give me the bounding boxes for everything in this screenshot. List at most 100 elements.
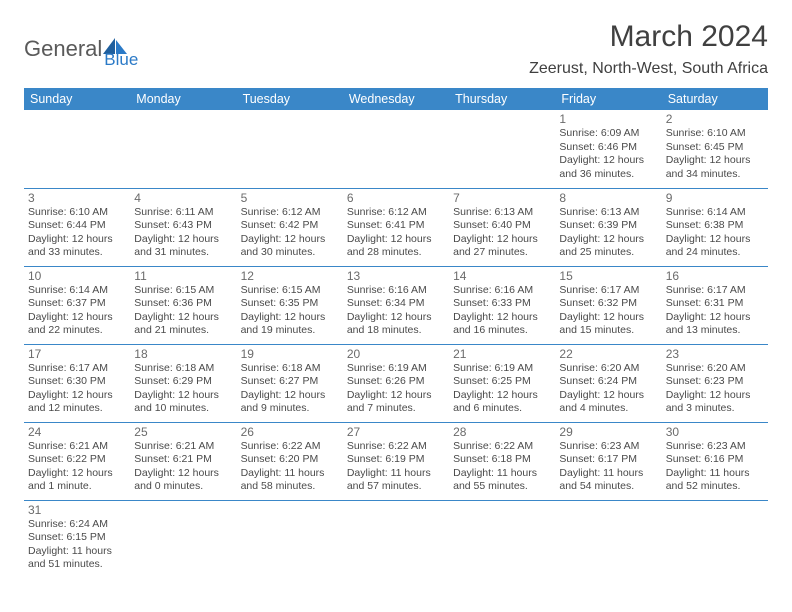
day-info-line: Daylight: 11 hours bbox=[453, 467, 551, 481]
day-number: 29 bbox=[559, 425, 657, 439]
day-info-line: Sunrise: 6:10 AM bbox=[28, 206, 126, 220]
day-info-line: Daylight: 12 hours bbox=[241, 389, 339, 403]
day-info-line: and 7 minutes. bbox=[347, 402, 445, 416]
day-cell: 6Sunrise: 6:12 AMSunset: 6:41 PMDaylight… bbox=[343, 188, 449, 266]
day-cell: 25Sunrise: 6:21 AMSunset: 6:21 PMDayligh… bbox=[130, 422, 236, 500]
day-info-line: Sunset: 6:25 PM bbox=[453, 375, 551, 389]
empty-cell bbox=[662, 500, 768, 578]
day-info-line: Daylight: 12 hours bbox=[559, 233, 657, 247]
day-info-line: Daylight: 12 hours bbox=[134, 233, 232, 247]
day-cell: 30Sunrise: 6:23 AMSunset: 6:16 PMDayligh… bbox=[662, 422, 768, 500]
day-info-line: Sunset: 6:32 PM bbox=[559, 297, 657, 311]
day-info-line: Sunrise: 6:20 AM bbox=[666, 362, 764, 376]
empty-cell bbox=[555, 500, 661, 578]
day-number: 30 bbox=[666, 425, 764, 439]
day-info-line: Daylight: 12 hours bbox=[134, 389, 232, 403]
day-cell: 4Sunrise: 6:11 AMSunset: 6:43 PMDaylight… bbox=[130, 188, 236, 266]
day-info-line: Sunrise: 6:22 AM bbox=[453, 440, 551, 454]
day-number: 1 bbox=[559, 112, 657, 126]
day-cell: 11Sunrise: 6:15 AMSunset: 6:36 PMDayligh… bbox=[130, 266, 236, 344]
day-number: 5 bbox=[241, 191, 339, 205]
day-info-line: Sunset: 6:36 PM bbox=[134, 297, 232, 311]
day-number: 3 bbox=[28, 191, 126, 205]
day-cell: 16Sunrise: 6:17 AMSunset: 6:31 PMDayligh… bbox=[662, 266, 768, 344]
empty-cell bbox=[449, 110, 555, 188]
day-cell: 26Sunrise: 6:22 AMSunset: 6:20 PMDayligh… bbox=[237, 422, 343, 500]
day-info-line: and 31 minutes. bbox=[134, 246, 232, 260]
day-info-line: Sunset: 6:30 PM bbox=[28, 375, 126, 389]
day-info-line: Daylight: 12 hours bbox=[347, 389, 445, 403]
calendar-row: 17Sunrise: 6:17 AMSunset: 6:30 PMDayligh… bbox=[24, 344, 768, 422]
day-info-line: Sunset: 6:38 PM bbox=[666, 219, 764, 233]
day-info-line: Daylight: 12 hours bbox=[28, 467, 126, 481]
day-cell: 29Sunrise: 6:23 AMSunset: 6:17 PMDayligh… bbox=[555, 422, 661, 500]
day-info-line: Sunset: 6:20 PM bbox=[241, 453, 339, 467]
day-info-line: Daylight: 12 hours bbox=[666, 389, 764, 403]
day-header: Thursday bbox=[449, 88, 555, 110]
day-info-line: and 28 minutes. bbox=[347, 246, 445, 260]
day-number: 28 bbox=[453, 425, 551, 439]
day-info-line: Daylight: 12 hours bbox=[134, 311, 232, 325]
day-info-line: Daylight: 12 hours bbox=[559, 311, 657, 325]
day-info-line: and 10 minutes. bbox=[134, 402, 232, 416]
day-info-line: Sunset: 6:26 PM bbox=[347, 375, 445, 389]
day-number: 7 bbox=[453, 191, 551, 205]
day-info-line: Sunrise: 6:22 AM bbox=[241, 440, 339, 454]
day-info-line: Sunset: 6:15 PM bbox=[28, 531, 126, 545]
day-info-line: Sunrise: 6:13 AM bbox=[559, 206, 657, 220]
day-info-line: Daylight: 11 hours bbox=[559, 467, 657, 481]
day-info-line: Sunrise: 6:14 AM bbox=[28, 284, 126, 298]
day-header: Monday bbox=[130, 88, 236, 110]
day-info-line: Sunset: 6:39 PM bbox=[559, 219, 657, 233]
day-cell: 10Sunrise: 6:14 AMSunset: 6:37 PMDayligh… bbox=[24, 266, 130, 344]
empty-cell bbox=[343, 500, 449, 578]
empty-cell bbox=[24, 110, 130, 188]
day-info-line: Sunrise: 6:15 AM bbox=[134, 284, 232, 298]
day-info-line: and 34 minutes. bbox=[666, 168, 764, 182]
day-info-line: Sunrise: 6:24 AM bbox=[28, 518, 126, 532]
day-info-line: Sunset: 6:43 PM bbox=[134, 219, 232, 233]
day-header: Sunday bbox=[24, 88, 130, 110]
day-info-line: Daylight: 12 hours bbox=[28, 389, 126, 403]
day-info-line: and 58 minutes. bbox=[241, 480, 339, 494]
day-info-line: and 16 minutes. bbox=[453, 324, 551, 338]
location: Zeerust, North-West, South Africa bbox=[529, 60, 768, 78]
day-info-line: Daylight: 12 hours bbox=[453, 311, 551, 325]
header: General Blue March 2024 Zeerust, North-W… bbox=[24, 20, 768, 78]
day-info-line: Sunset: 6:17 PM bbox=[559, 453, 657, 467]
day-info-line: Daylight: 12 hours bbox=[347, 311, 445, 325]
empty-cell bbox=[130, 500, 236, 578]
empty-cell bbox=[237, 110, 343, 188]
day-number: 20 bbox=[347, 347, 445, 361]
day-info-line: and 24 minutes. bbox=[666, 246, 764, 260]
day-info-line: and 36 minutes. bbox=[559, 168, 657, 182]
day-header: Friday bbox=[555, 88, 661, 110]
day-info-line: and 13 minutes. bbox=[666, 324, 764, 338]
day-number: 2 bbox=[666, 112, 764, 126]
day-cell: 3Sunrise: 6:10 AMSunset: 6:44 PMDaylight… bbox=[24, 188, 130, 266]
day-info-line: and 30 minutes. bbox=[241, 246, 339, 260]
day-number: 25 bbox=[134, 425, 232, 439]
day-info-line: Sunrise: 6:19 AM bbox=[347, 362, 445, 376]
empty-cell bbox=[449, 500, 555, 578]
calendar-body: 1Sunrise: 6:09 AMSunset: 6:46 PMDaylight… bbox=[24, 110, 768, 578]
day-info-line: Daylight: 12 hours bbox=[134, 467, 232, 481]
day-info-line: Sunset: 6:44 PM bbox=[28, 219, 126, 233]
day-info-line: and 33 minutes. bbox=[28, 246, 126, 260]
day-info-line: Sunset: 6:19 PM bbox=[347, 453, 445, 467]
day-info-line: Sunrise: 6:12 AM bbox=[347, 206, 445, 220]
day-cell: 12Sunrise: 6:15 AMSunset: 6:35 PMDayligh… bbox=[237, 266, 343, 344]
day-number: 27 bbox=[347, 425, 445, 439]
day-cell: 31Sunrise: 6:24 AMSunset: 6:15 PMDayligh… bbox=[24, 500, 130, 578]
day-info-line: and 15 minutes. bbox=[559, 324, 657, 338]
day-info-line: and 18 minutes. bbox=[347, 324, 445, 338]
day-info-line: and 22 minutes. bbox=[28, 324, 126, 338]
day-cell: 15Sunrise: 6:17 AMSunset: 6:32 PMDayligh… bbox=[555, 266, 661, 344]
day-info-line: Sunrise: 6:09 AM bbox=[559, 127, 657, 141]
day-cell: 2Sunrise: 6:10 AMSunset: 6:45 PMDaylight… bbox=[662, 110, 768, 188]
day-info-line: Sunrise: 6:17 AM bbox=[666, 284, 764, 298]
day-info-line: Sunrise: 6:18 AM bbox=[134, 362, 232, 376]
day-header: Wednesday bbox=[343, 88, 449, 110]
day-number: 21 bbox=[453, 347, 551, 361]
day-info-line: Sunrise: 6:20 AM bbox=[559, 362, 657, 376]
